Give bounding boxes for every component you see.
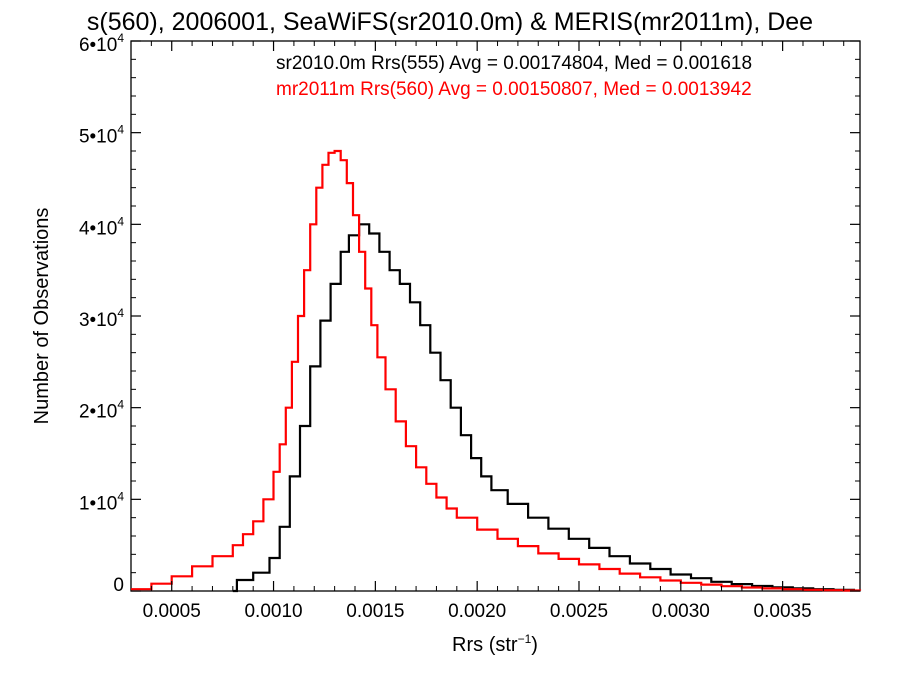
- y-axis-label: Number of Observations: [31, 208, 53, 425]
- series-line-0: [232, 223, 855, 593]
- y-tick-label: 0: [113, 575, 124, 596]
- plot-area: 0.0005 0.0010 0.0015 0.0020 0.0025 0.0030 0.00…: [79, 31, 862, 622]
- annotation-group: sr2010.0m Rrs(555) Avg = 0.00174804, Med…: [276, 53, 752, 100]
- y-tick-label: 5•104: [79, 123, 124, 148]
- x-tick-label: 0.0035: [754, 601, 812, 622]
- chart-title: s(560), 2006001, SeaWiFS(sr2010.0m) & ME…: [87, 8, 813, 36]
- annotation-seawifs: sr2010.0m Rrs(555) Avg = 0.00174804, Med…: [276, 53, 752, 74]
- x-tick-label: 0.0005: [143, 601, 201, 622]
- y-tick-label: 4•104: [79, 214, 124, 239]
- x-tick-label: 0.0025: [550, 601, 608, 622]
- x-tick-label: 0.0020: [448, 601, 506, 622]
- series-group: [131, 149, 862, 593]
- x-axis-label-close: ): [531, 634, 538, 656]
- series-line-1: [131, 149, 862, 592]
- y-tick-label: 6•104: [79, 31, 124, 56]
- y-tick-label: 1•104: [79, 489, 124, 514]
- x-axis-label-superscript: −1: [518, 632, 532, 646]
- y-tick-label: 3•104: [79, 306, 124, 331]
- y-tick-label: 2•104: [79, 398, 124, 423]
- x-tick-label: 0.0030: [652, 601, 710, 622]
- x-axis-label: Rrs (str−1): [452, 632, 538, 656]
- plot-frame: [130, 40, 861, 592]
- x-tick-label: 0.0010: [244, 601, 302, 622]
- x-tick-label: 0.0015: [346, 601, 404, 622]
- tick-group: 0.0005 0.0010 0.0015 0.0020 0.0025 0.0030 0.00…: [79, 31, 860, 622]
- x-axis-label-main: Rrs (str: [452, 634, 518, 656]
- annotation-meris: mr2011m Rrs(560) Avg = 0.00150807, Med =…: [276, 79, 752, 100]
